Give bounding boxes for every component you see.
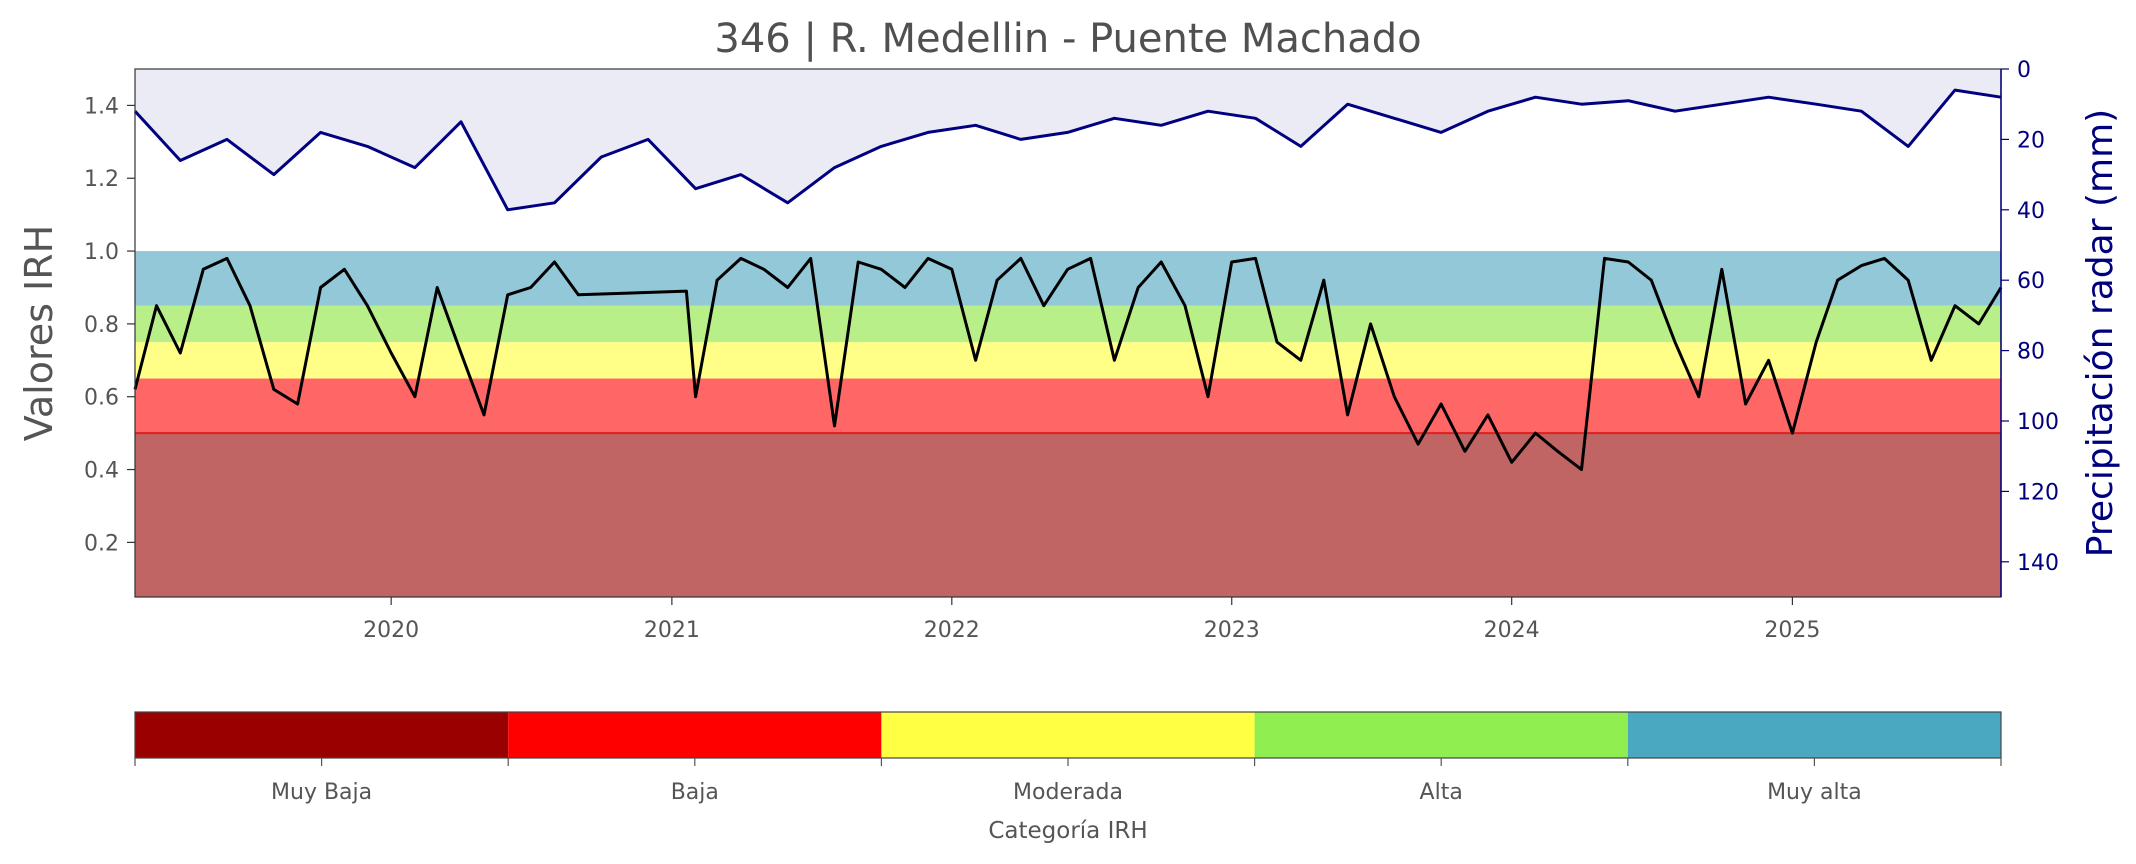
irh-category-bands xyxy=(135,251,2001,597)
y2-tick-label: 100 xyxy=(2017,410,2059,435)
precipitation-series xyxy=(133,69,2002,212)
band-2 xyxy=(135,342,2001,379)
category-colorbar: Muy Baja Baja Moderada Alta Muy alta xyxy=(134,711,2002,805)
y-axis-label: Valores IRH xyxy=(17,225,61,441)
y-tick-label: 1.2 xyxy=(84,167,119,192)
colorbar-label-4: Muy alta xyxy=(1767,780,1862,805)
y2-axis-label: Precipitación radar (mm) xyxy=(2080,109,2121,557)
y-tick-label: 1.4 xyxy=(84,94,119,119)
y2-tick-label: 20 xyxy=(2017,128,2045,153)
band-0 xyxy=(135,433,2001,597)
y2-axis-ticks: 0 20 40 60 80 100 120 140 xyxy=(2001,58,2059,576)
x-tick-label-2022: 2022 xyxy=(924,618,980,643)
colorbar-segment-3 xyxy=(1254,712,1628,758)
colorbar-label-1: Baja xyxy=(671,780,719,805)
precipitation-area xyxy=(135,69,2001,210)
y2-tick-label: 40 xyxy=(2017,199,2045,224)
irh-series xyxy=(133,256,2003,472)
x-tick-label-2025: 2025 xyxy=(1764,618,1820,643)
y-tick-label: 0.8 xyxy=(84,313,119,338)
x-tick-label-2021: 2021 xyxy=(644,618,700,643)
x-tick-label-2024: 2024 xyxy=(1484,618,1540,643)
y2-tick-label: 80 xyxy=(2017,340,2045,365)
band-1 xyxy=(135,378,2001,434)
colorbar-segment-0 xyxy=(135,712,509,758)
x-tick-label-2020: 2020 xyxy=(363,618,419,643)
colorbar-segment-1 xyxy=(508,712,882,758)
y-tick-label: 0.2 xyxy=(84,531,119,556)
y2-tick-label: 60 xyxy=(2017,269,2045,294)
series-line-0 xyxy=(133,256,2003,472)
chart-title: 346 | R. Medellin - Puente Machado xyxy=(714,16,1421,62)
y-tick-label: 1.0 xyxy=(84,240,119,265)
band-3 xyxy=(135,305,2001,343)
y2-tick-label: 120 xyxy=(2017,480,2059,505)
series-line-1 xyxy=(133,88,2002,212)
y-tick-label: 0.4 xyxy=(84,459,119,484)
colorbar-segment-2 xyxy=(881,712,1255,758)
colorbar-title: Categoría IRH xyxy=(988,818,1147,844)
colorbar-label-3: Alta xyxy=(1420,780,1463,805)
y2-tick-label: 0 xyxy=(2017,58,2031,83)
y-tick-label: 0.6 xyxy=(84,386,119,411)
colorbar-label-0: Muy Baja xyxy=(271,780,372,805)
band-4 xyxy=(135,251,2001,306)
y2-tick-label: 140 xyxy=(2017,551,2059,576)
x-tick-label-2023: 2023 xyxy=(1204,618,1260,643)
x-axis-ticks: 2020 2021 2022 2023 2024 2025 xyxy=(363,597,1820,643)
y-axis-ticks: 0.2 0.4 0.6 0.8 1.0 1.2 1.4 xyxy=(84,94,135,556)
colorbar-segment-4 xyxy=(1627,712,2001,758)
colorbar-label-2: Moderada xyxy=(1013,780,1123,805)
